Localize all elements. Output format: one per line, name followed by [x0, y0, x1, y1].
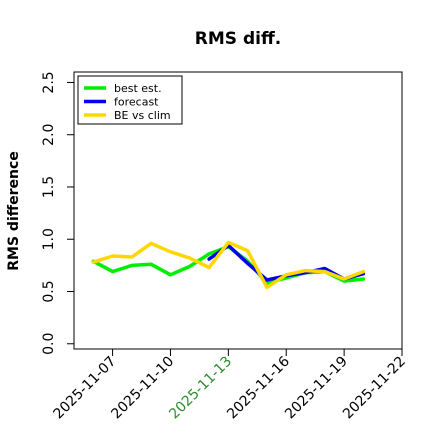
- y-tick-label: 0.5: [41, 280, 57, 302]
- y-tick-label: 0.0: [41, 333, 57, 355]
- data-point: [150, 263, 152, 265]
- series-0: [91, 244, 366, 285]
- y-axis: 0.0 0.5 1.0 1.5 2.0 2.5: [41, 71, 74, 355]
- x-tick-label: 2025-11-22: [340, 354, 409, 423]
- series-layer: [91, 240, 366, 290]
- y-tick-label: 2.5: [41, 71, 57, 93]
- data-point: [266, 279, 268, 281]
- plot-frame: [73, 71, 403, 350]
- data-point: [343, 278, 345, 280]
- data-point: [305, 270, 307, 272]
- legend-entry: forecast: [114, 96, 159, 109]
- data-point: [169, 274, 171, 276]
- data-point: [362, 271, 364, 273]
- data-point: [285, 274, 287, 276]
- data-point: [131, 264, 133, 266]
- legend-entry: BE vs clim: [114, 109, 171, 122]
- data-point: [324, 271, 326, 273]
- data-point: [324, 268, 326, 270]
- data-point: [150, 242, 152, 244]
- data-point: [169, 251, 171, 253]
- data-point: [208, 253, 210, 255]
- data-point: [343, 280, 345, 282]
- data-point: [112, 255, 114, 257]
- data-point: [189, 265, 191, 267]
- y-tick-label: 1.0: [41, 228, 57, 250]
- data-point: [247, 250, 249, 252]
- data-point: [92, 261, 94, 263]
- data-point: [208, 266, 210, 268]
- y-axis-label: RMS difference: [6, 151, 22, 271]
- chart-title: RMS diff.: [195, 29, 281, 49]
- y-tick-label: 1.5: [41, 176, 57, 198]
- series-2: [91, 240, 366, 290]
- data-point: [112, 271, 114, 273]
- data-point: [189, 257, 191, 259]
- data-point: [305, 272, 307, 274]
- series-line: [91, 244, 366, 285]
- data-point: [266, 286, 268, 288]
- data-point: [131, 256, 133, 258]
- data-point: [362, 278, 364, 280]
- y-tick-label: 2.0: [41, 124, 57, 146]
- data-point: [208, 258, 210, 260]
- data-point: [247, 262, 249, 264]
- data-point: [285, 277, 287, 279]
- legend-entry: best est.: [114, 82, 162, 95]
- x-axis: 2025-11-072025-11-102025-11-132025-11-16…: [51, 349, 409, 422]
- data-point: [227, 241, 229, 243]
